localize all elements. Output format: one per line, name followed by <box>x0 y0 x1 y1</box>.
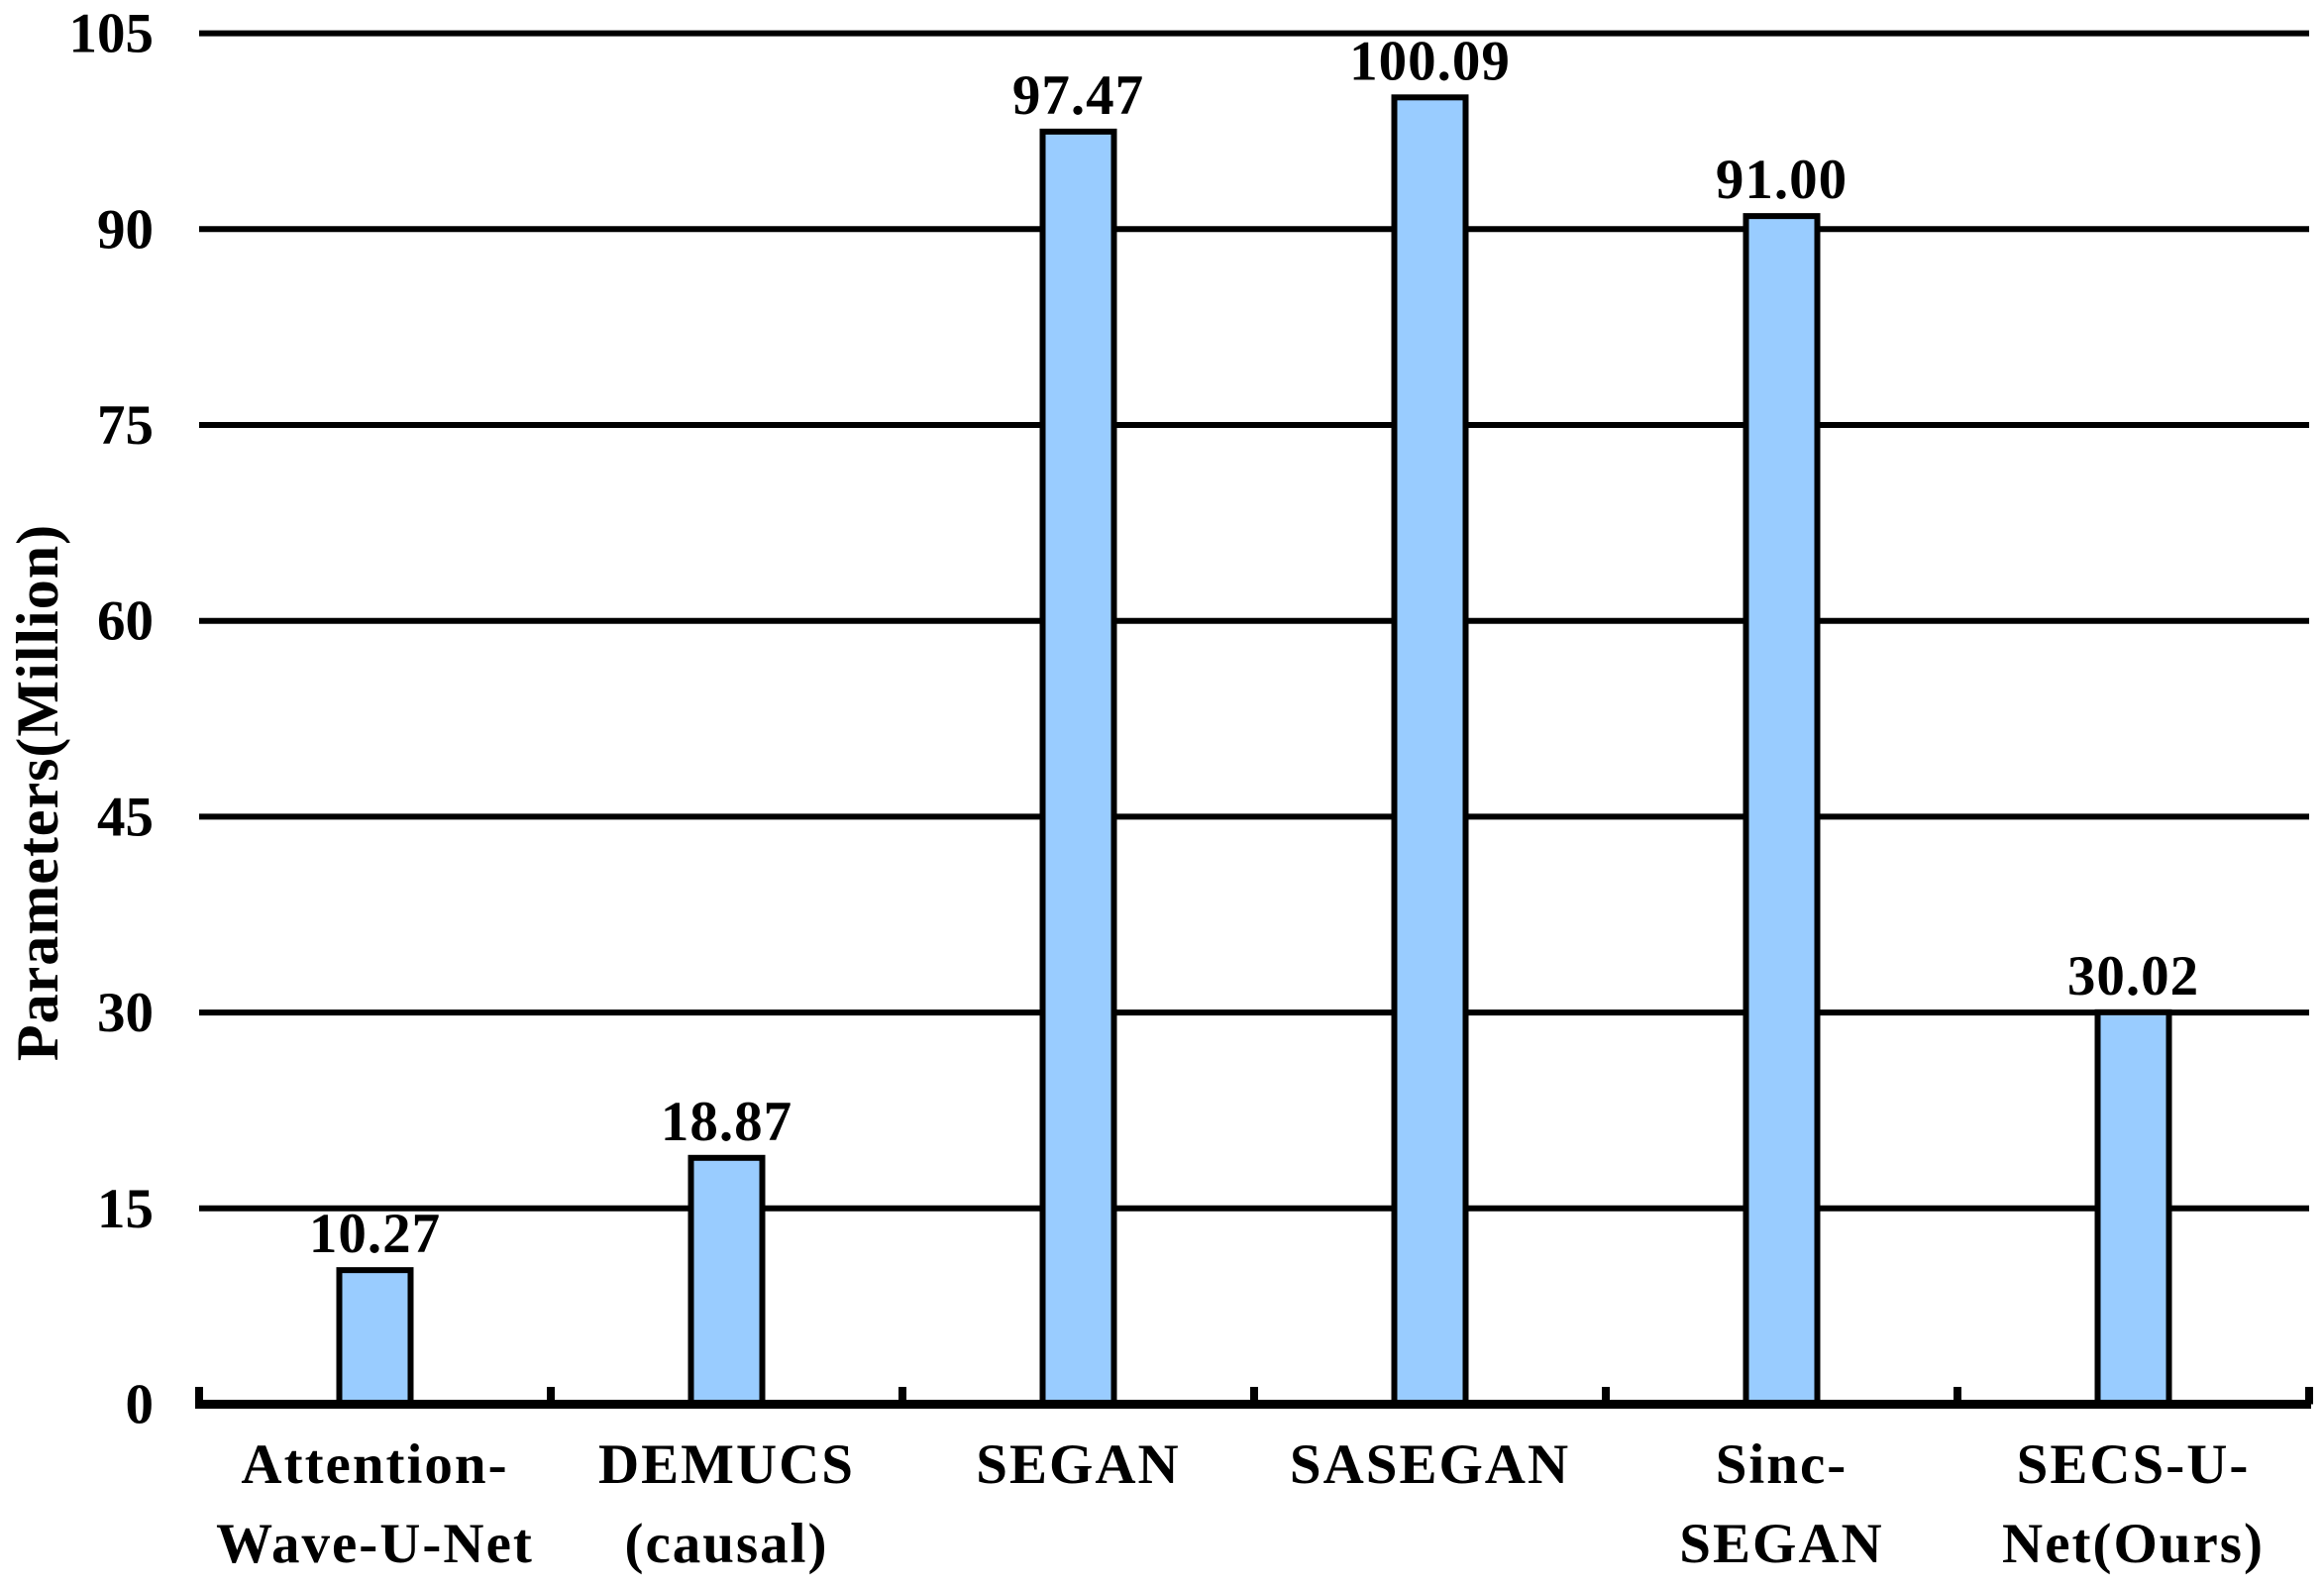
y-tick-label-0: 0 <box>126 1374 155 1436</box>
x-axis-group <box>195 1387 2313 1409</box>
y-axis-title: Parameters(Million) <box>5 524 70 1061</box>
value-label-Attention-Wave-U-Net: 10.27 <box>309 1203 441 1265</box>
y-tick-labels-group: 0 15 30 45 60 75 90 105 <box>69 3 155 1436</box>
gridlines-group <box>199 30 2309 1212</box>
bar-SECS-U-Net(Ours) <box>2094 1008 2172 1408</box>
y-tick-label-90: 90 <box>97 198 154 261</box>
y-tick-label-15: 15 <box>97 1178 154 1240</box>
y-tick-label-105: 105 <box>69 3 155 65</box>
bar-Attention-Wave-U-Net <box>336 1267 414 1408</box>
value-label-Sinc-SEGAN: 91.00 <box>1716 149 1848 211</box>
category-label-Attention-Wave-U-Net: Attention-Wave-U-Net <box>216 1433 534 1575</box>
category-label-Sinc-SEGAN: Sinc-SEGAN <box>1679 1433 1883 1575</box>
bar-SEGAN <box>1039 128 1117 1408</box>
category-label-SECS-U-Net(Ours): SECS-U-Net(Ours) <box>2002 1433 2265 1575</box>
category-labels-group: Attention-Wave-U-Net DEMUCS (causal) SEGAN S… <box>216 1433 2265 1575</box>
value-labels-group: 10.27 18.87 97.47 100.09 91.00 30.02 <box>309 30 2199 1265</box>
bar-Sinc-SEGAN <box>1743 213 1821 1408</box>
y-tick-label-45: 45 <box>97 786 154 848</box>
category-label-SEGAN: SEGAN <box>976 1433 1180 1496</box>
y-tick-label-60: 60 <box>97 590 154 653</box>
value-label-SECS-U-Net(Ours): 30.02 <box>2067 945 2199 1007</box>
category-label-SASEGAN: SASEGAN <box>1290 1433 1570 1496</box>
bar-DEMUCS (causal) <box>687 1154 766 1408</box>
y-tick-label-30: 30 <box>97 982 154 1044</box>
value-label-SEGAN: 97.47 <box>1012 64 1144 127</box>
y-tick-label-75: 75 <box>97 394 154 457</box>
category-label-DEMUCS (causal): DEMUCS (causal) <box>598 1433 855 1575</box>
bar-SASEGAN <box>1391 94 1469 1408</box>
value-label-SASEGAN: 100.09 <box>1349 30 1511 92</box>
bars-group <box>336 94 2172 1408</box>
value-label-DEMUCS (causal): 18.87 <box>661 1091 792 1153</box>
